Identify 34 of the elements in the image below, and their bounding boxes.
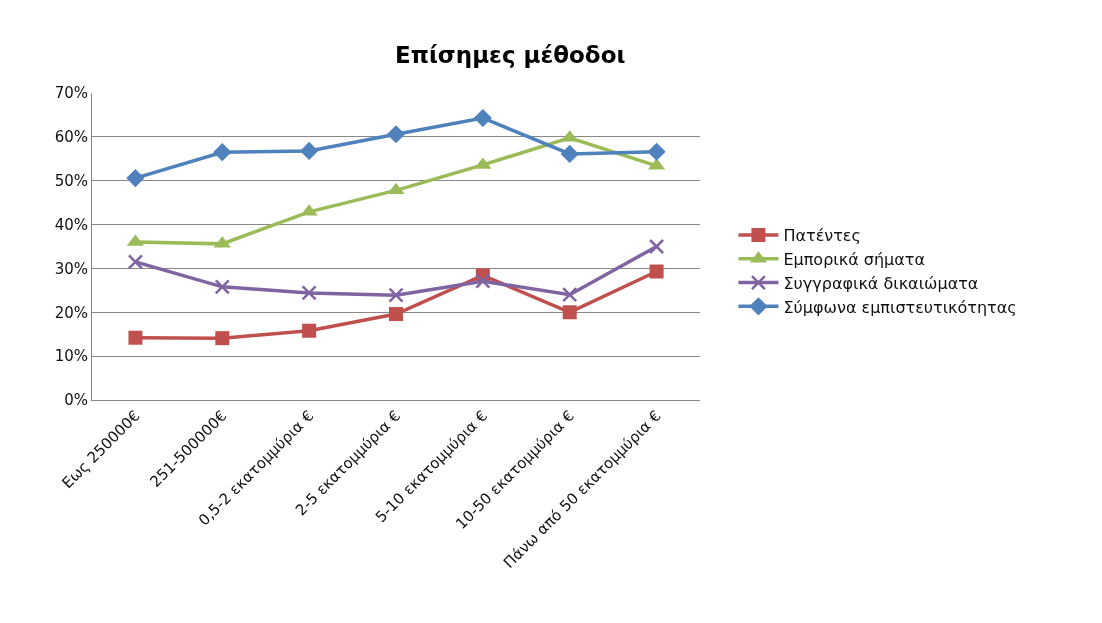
point	[126, 168, 145, 188]
y-tick-label: 40%	[54, 215, 88, 234]
point	[389, 307, 403, 322]
legend-label: Συγγραφικά δικαιώματα	[783, 273, 979, 293]
legend-label: Πατέντες	[783, 226, 861, 246]
point	[648, 238, 665, 255]
point	[128, 330, 143, 345]
chart-title: Επίσημες μέθοδοι	[395, 41, 626, 68]
y-tick-label: 10%	[54, 347, 88, 366]
point	[647, 142, 666, 161]
point	[387, 182, 405, 195]
point	[562, 305, 577, 320]
point	[386, 125, 406, 144]
point	[127, 254, 144, 270]
y-tick-label: 20%	[54, 303, 88, 322]
y-tick-label: 30%	[54, 259, 88, 278]
point	[649, 264, 664, 279]
point	[215, 331, 230, 346]
point	[301, 285, 317, 301]
legend-label: Σύμφωνα εμπιστευτικότητας	[783, 297, 1017, 317]
y-tick-label: 70%	[54, 84, 88, 103]
point	[213, 143, 232, 162]
y-tick-label: 50%	[54, 171, 88, 190]
point	[302, 323, 317, 338]
point	[561, 286, 578, 303]
y-tick-label: 0%	[64, 391, 88, 410]
point	[473, 108, 492, 128]
point	[300, 141, 319, 160]
point	[214, 279, 231, 295]
point	[560, 144, 579, 164]
legend-label: Εμπορικά σήματα	[783, 250, 925, 269]
point	[388, 287, 404, 303]
y-tick-label: 60%	[54, 128, 88, 147]
point	[475, 273, 491, 289]
